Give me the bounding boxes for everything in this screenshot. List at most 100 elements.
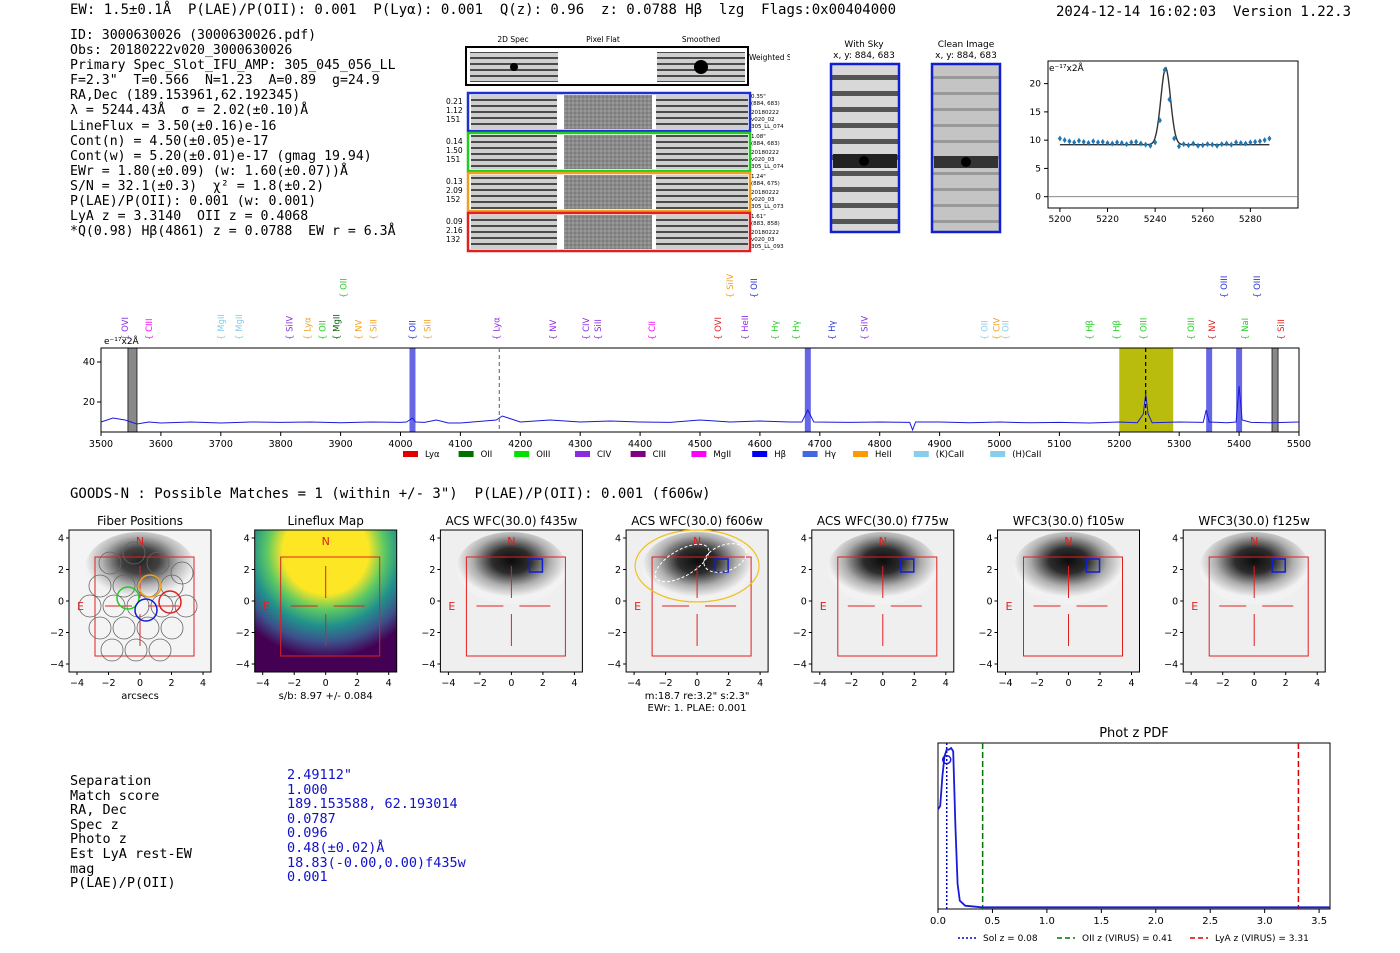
fiber-circle: [134, 598, 158, 622]
panel-2: Lineflux Map N E 4 2 0 −2 −4 −4 −2 0 2 4 s/b: 8.97 +/…: [236, 514, 398, 702]
cutout-row-2: 0.14 1.50 151 1.08" (884, 683) 20180222 …: [446, 131, 784, 173]
fiber-circle: [146, 551, 170, 575]
east-label: E: [820, 600, 827, 613]
x-tick-label: 4700: [808, 439, 832, 450]
emission-line-label: { OVI: [121, 317, 131, 340]
match-value: 0.48(±0.02)Å: [287, 839, 385, 856]
x-tick-label: 5300: [1167, 439, 1191, 450]
match-marker: [1271, 558, 1286, 573]
emission-line-label: { OVI: [714, 317, 724, 340]
imaging-panels: Fiber Positions N E 4 2 0 −2 −4 −4 −2 0 2 4 arcsecs Li…: [50, 514, 1326, 714]
x-tick-label: 2: [168, 678, 174, 689]
y-tick-label: −4: [1164, 660, 1178, 671]
y-tick-label: −4: [421, 660, 435, 671]
emission-line-label: { Hβ: [1112, 320, 1122, 340]
match-label: mag: [70, 860, 95, 877]
search-box: [837, 556, 938, 657]
match-value: 0.0787: [287, 810, 336, 827]
axis-ticks: 5200 5220 5240 5260 5280 0 5 10 15 20: [1030, 80, 1262, 225]
panel-6: WFC3(30.0) f105w N E 4 2 0 −2 −4 −4 −2 0 2 4: [978, 514, 1140, 689]
with-sky-title: With Sky: [844, 40, 884, 50]
y-tick-label: −4: [607, 660, 621, 671]
search-box: [1208, 556, 1309, 657]
x-tick-label: 2: [911, 678, 917, 689]
match-value: 0.096: [287, 825, 328, 842]
info-line: LineFlux = 3.50(±0.16)e-16: [70, 118, 277, 134]
data-point: [1243, 140, 1248, 147]
emission-line-label: { OII: [408, 320, 418, 340]
data-point: [1196, 142, 1200, 149]
x-tick-label: 0: [880, 678, 886, 689]
x-tick-label: 5400: [1227, 439, 1251, 450]
emission-line-label: { SiII: [1277, 319, 1287, 340]
fiber-circle: [102, 594, 126, 618]
match-labels: Separation Match score RA, Dec Spec z Ph…: [70, 774, 192, 891]
data-point: [1110, 140, 1115, 147]
y-tick-label: 4: [58, 534, 64, 545]
full-spectrum-chart: { OVI{ CIII{ MgII{ MgII{ SiIV{ Lyα{ OII{…: [83, 274, 1311, 460]
x-tick-label: −2: [101, 678, 115, 689]
source-blob: [510, 63, 518, 71]
fiber-circle: [112, 616, 136, 640]
info-line: Obs: 20180222v020_3000630026: [70, 43, 293, 59]
east-label: E: [634, 600, 641, 613]
emission-line-label: { Hβ: [1085, 320, 1095, 340]
x-tick-label: 4800: [868, 439, 892, 450]
row-meta: 20180222: [751, 110, 779, 116]
data-point: [1186, 142, 1191, 149]
emission-line-label: { MgII: [217, 314, 227, 340]
panel-3: ACS WFC(30.0) f435w N E 4 2 0 −2 −4 −4 −2 0 2 4: [421, 514, 583, 689]
panel-caption: EWr: 1. PLAE: 0.001: [648, 703, 747, 714]
data-point: [1091, 138, 1096, 145]
x-tick-label: 2: [726, 678, 732, 689]
y-tick-label: 0: [1035, 193, 1041, 203]
row-meta: 305_LL_073: [751, 204, 784, 210]
col-header-smoothed: Smoothed: [682, 35, 721, 44]
row-meta: 305_LL_093: [751, 244, 784, 250]
legend-label: OII: [481, 450, 493, 460]
legend-label: (H)CaII: [1012, 450, 1041, 460]
x-tick-label: 4000: [388, 439, 412, 450]
row-meta: 305_LL_074: [751, 164, 784, 170]
with-sky-xy: x, y: 884, 683: [833, 51, 895, 61]
search-box: [280, 556, 381, 657]
y-tick-label: 2: [244, 565, 250, 576]
y-tick-label: 4: [429, 534, 435, 545]
row-meta: (884, 675): [751, 181, 780, 187]
cutout-panel: 2D Spec Pixel Flat Smoothed Weighted Sum…: [446, 35, 790, 253]
fiber-circle: [122, 541, 146, 565]
fiber-circle: [160, 616, 184, 640]
legend-label: (K)CaII: [936, 450, 964, 460]
solution-marker: [941, 754, 952, 765]
data-point: [1248, 139, 1253, 146]
x-tick-label: −4: [813, 678, 827, 689]
masked-band: [1271, 347, 1279, 433]
emission-line-label: { Hγ: [771, 320, 781, 340]
row-stat: 2.16: [446, 226, 463, 235]
sky-images: With Sky x, y: 884, 683 Clean Image x, y…: [829, 40, 1002, 234]
data-point: [1072, 139, 1077, 146]
data-point: [1143, 141, 1148, 148]
match-label: P(LAE)/P(OII): [70, 875, 176, 892]
x-tick-label: 5500: [1287, 439, 1311, 450]
info-line: F=2.3" T=0.566 N=1.23 A=0.89 g=24.9: [70, 73, 380, 89]
x-tick-label: 4600: [748, 439, 772, 450]
y-tick-label: 0: [986, 597, 992, 608]
panel-1: Fiber Positions N E 4 2 0 −2 −4 −4 −2 0 2 4 arcsecs: [50, 514, 212, 702]
y-tick-label: 5: [1035, 164, 1041, 174]
legend-swatch: [802, 451, 818, 457]
east-label: E: [77, 600, 84, 613]
legend-label: Hγ: [825, 450, 836, 460]
y-tick-label: −4: [236, 660, 250, 671]
row-meta: 1.61": [751, 214, 766, 220]
data-point: [1086, 139, 1091, 146]
clean-image-title: Clean Image: [938, 40, 995, 50]
y-tick-label: 2: [429, 565, 435, 576]
match-label: RA, Dec: [70, 802, 127, 819]
y-tick-label: 40: [83, 357, 95, 368]
x-tick-label: 2: [1097, 678, 1103, 689]
cutout-row-frame: [466, 91, 752, 133]
emission-line-label: { MgII: [235, 314, 245, 340]
emission-line-label: { CIV: [582, 317, 592, 340]
weighted-sum-label: Weighted Sum: [749, 53, 790, 62]
